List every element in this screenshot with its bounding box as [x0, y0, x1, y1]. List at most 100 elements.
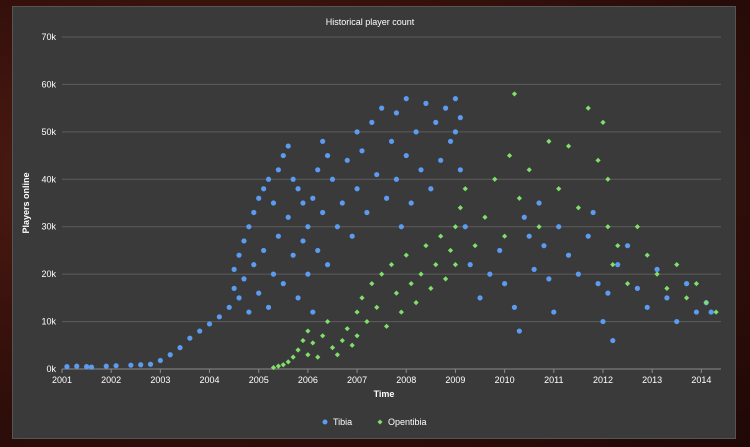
opentibia-point	[290, 354, 296, 360]
tibia-point	[364, 209, 370, 216]
tibia-point	[74, 363, 80, 369]
tibia-point	[236, 295, 242, 301]
tibia-point	[315, 247, 321, 254]
tibia-point	[206, 321, 213, 327]
tibia-point	[270, 271, 277, 277]
legend-tibia-marker[interactable]	[322, 419, 328, 425]
tibia-point	[536, 200, 542, 206]
tibia-point	[683, 281, 690, 287]
tibia-point	[403, 152, 409, 159]
tibia-point	[290, 176, 296, 182]
tibia-point	[369, 119, 375, 125]
tibia-point	[147, 361, 154, 367]
opentibia-point	[310, 340, 316, 346]
tibia-point	[654, 266, 660, 272]
y-tick-labels: 0k 10k 20k 30k 40k 50k 60k 70k	[41, 32, 56, 374]
tibia-point	[256, 195, 262, 201]
x-tick-label: 2012	[593, 375, 613, 385]
opentibia-point	[408, 281, 414, 287]
tibia-point	[664, 295, 670, 301]
opentibia-point	[354, 309, 360, 315]
tibia-point	[280, 281, 286, 287]
opentibia-point	[285, 359, 291, 365]
tibia-point	[546, 276, 552, 282]
x-tick-label: 2014	[691, 375, 711, 385]
opentibia-point	[413, 300, 419, 306]
opentibia-point	[516, 195, 522, 201]
tibia-point	[280, 152, 286, 159]
tibia-point	[354, 186, 360, 192]
opentibia-point	[713, 309, 719, 315]
opentibia-point	[674, 262, 680, 268]
tibia-point	[320, 138, 326, 144]
opentibia-point	[275, 363, 281, 369]
tibia-point	[256, 290, 262, 296]
legend-opentibia-marker[interactable]	[377, 419, 383, 425]
tibia-point	[344, 157, 350, 163]
opentibia-point	[664, 285, 670, 291]
tibia-point	[600, 318, 606, 325]
opentibia-point	[452, 262, 459, 268]
tibia-point	[138, 362, 144, 368]
tibia-point	[295, 186, 301, 192]
tibia-point	[261, 247, 267, 254]
tibia-point	[541, 243, 547, 249]
opentibia-point	[349, 342, 355, 348]
tibia-point	[359, 148, 365, 154]
opentibia-point	[359, 295, 365, 301]
tibia-point	[433, 119, 439, 125]
opentibia-point	[683, 295, 690, 301]
tibia-point	[187, 335, 193, 341]
opentibia-point	[334, 352, 341, 358]
tibia-point	[575, 271, 581, 277]
opentibia-point	[388, 262, 395, 268]
opentibia-point	[295, 347, 301, 353]
x-axis-label: Time	[374, 389, 395, 399]
opentibia-point	[605, 176, 611, 182]
tibia-point	[261, 186, 267, 192]
tibia-point	[383, 195, 390, 201]
opentibia-point	[364, 318, 370, 325]
opentibia-point	[442, 276, 449, 282]
tibia-point	[379, 105, 385, 111]
tibia-point	[236, 252, 242, 258]
tibia-point	[388, 138, 395, 144]
opentibia-point	[324, 318, 331, 325]
tibia-point	[516, 328, 522, 334]
opentibia-point	[492, 176, 498, 182]
tibia-point	[329, 176, 336, 182]
tibia-point	[615, 262, 621, 268]
y-tick-label: 40k	[41, 174, 56, 184]
opentibia-point	[344, 326, 350, 332]
tibia-point	[128, 362, 134, 368]
tibia-point	[413, 129, 419, 135]
opentibia-point	[354, 333, 360, 339]
opentibia-point	[447, 247, 454, 254]
tibia-point	[442, 105, 449, 111]
legend-opentibia-label[interactable]: Opentibia	[388, 417, 427, 427]
opentibia-point	[383, 323, 390, 329]
tibia-point	[502, 281, 508, 287]
tibia-point	[83, 364, 90, 370]
tibia-point	[605, 290, 611, 296]
legend[interactable]: Tibia Opentibia	[322, 417, 427, 427]
opentibia-point	[329, 345, 336, 351]
tibia-point	[157, 357, 163, 364]
opentibia-point	[369, 281, 375, 287]
tibia-point	[354, 129, 360, 135]
opentibia-point	[511, 91, 518, 97]
tibia-point	[285, 214, 291, 220]
x-tick-label: 2010	[495, 375, 515, 385]
opentibia-point	[418, 271, 424, 277]
tibia-point	[226, 304, 232, 310]
opentibia-point	[433, 262, 439, 268]
tibia-point	[241, 276, 247, 282]
y-tick-label: 20k	[41, 269, 56, 279]
y-tick-label: 70k	[41, 32, 56, 42]
legend-tibia-label[interactable]: Tibia	[333, 417, 352, 427]
opentibia-point	[452, 224, 459, 230]
tibia-point	[177, 345, 183, 351]
tibia-point	[349, 233, 355, 239]
tibia-point	[265, 304, 272, 310]
